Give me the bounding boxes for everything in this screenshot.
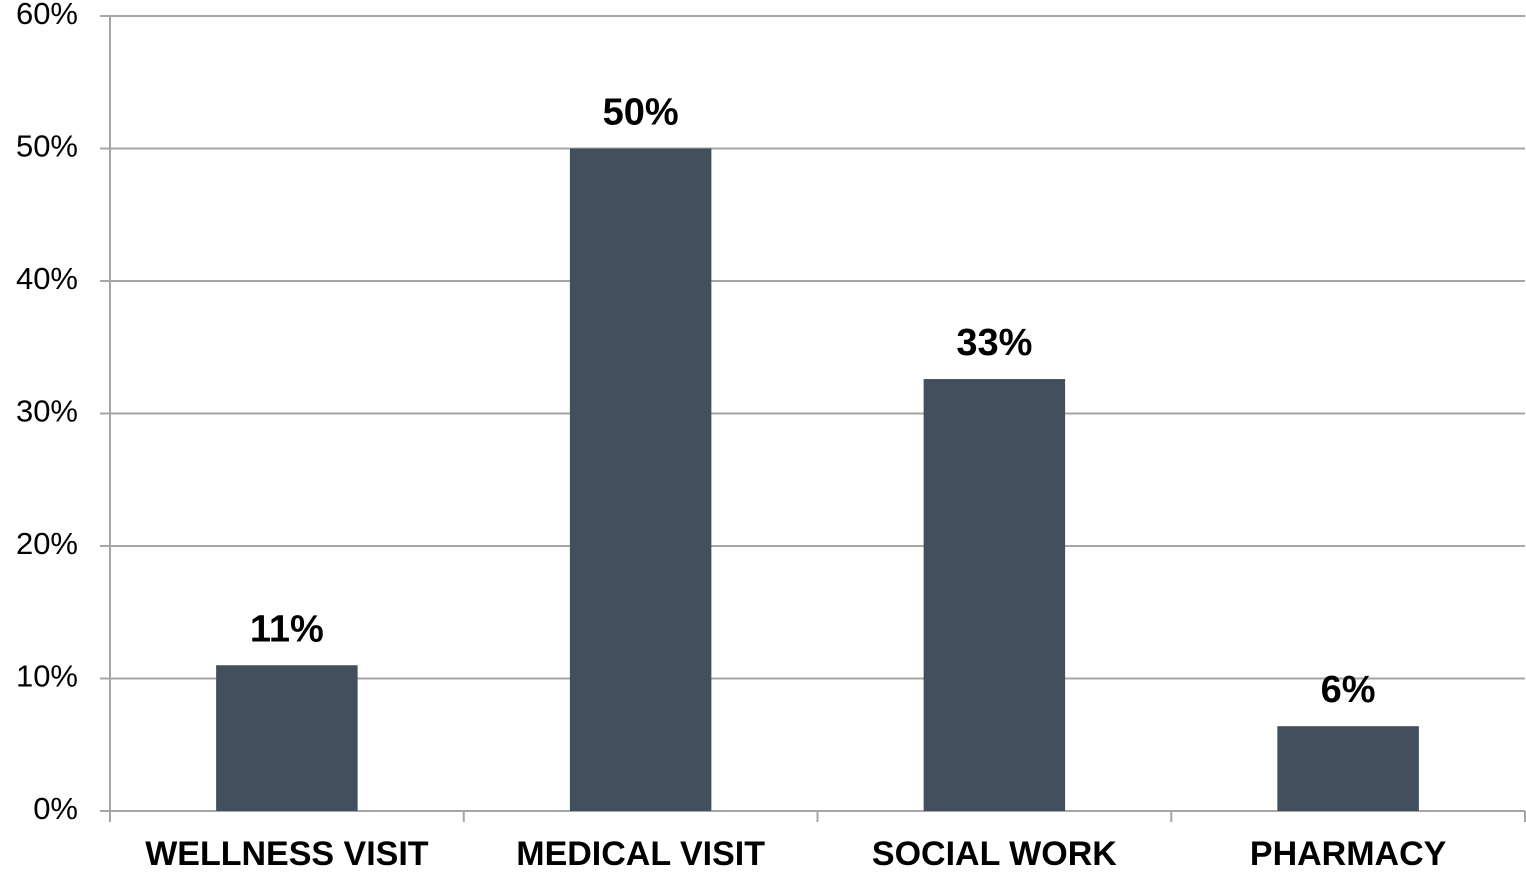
y-tick-label: 60% <box>16 0 78 31</box>
x-tick-label: MEDICAL VISIT <box>516 835 765 873</box>
y-tick-label: 20% <box>16 526 78 561</box>
x-tick-label: PHARMACY <box>1250 835 1447 873</box>
value-label: 6% <box>1321 669 1376 711</box>
y-tick-label: 0% <box>33 791 78 826</box>
value-label: 11% <box>250 608 324 650</box>
y-tick-label: 10% <box>16 659 78 694</box>
bar <box>569 148 712 811</box>
bar <box>923 379 1066 811</box>
x-tick-label: SOCIAL WORK <box>872 835 1117 873</box>
y-tick-label: 40% <box>16 261 78 296</box>
y-tick-label: 30% <box>16 394 78 429</box>
bar <box>216 665 358 811</box>
x-tick-label: WELLNESS VISIT <box>145 835 429 873</box>
bar <box>1277 726 1419 811</box>
value-label: 50% <box>603 92 679 134</box>
y-tick-label: 50% <box>16 129 78 164</box>
value-label: 33% <box>956 322 1032 364</box>
